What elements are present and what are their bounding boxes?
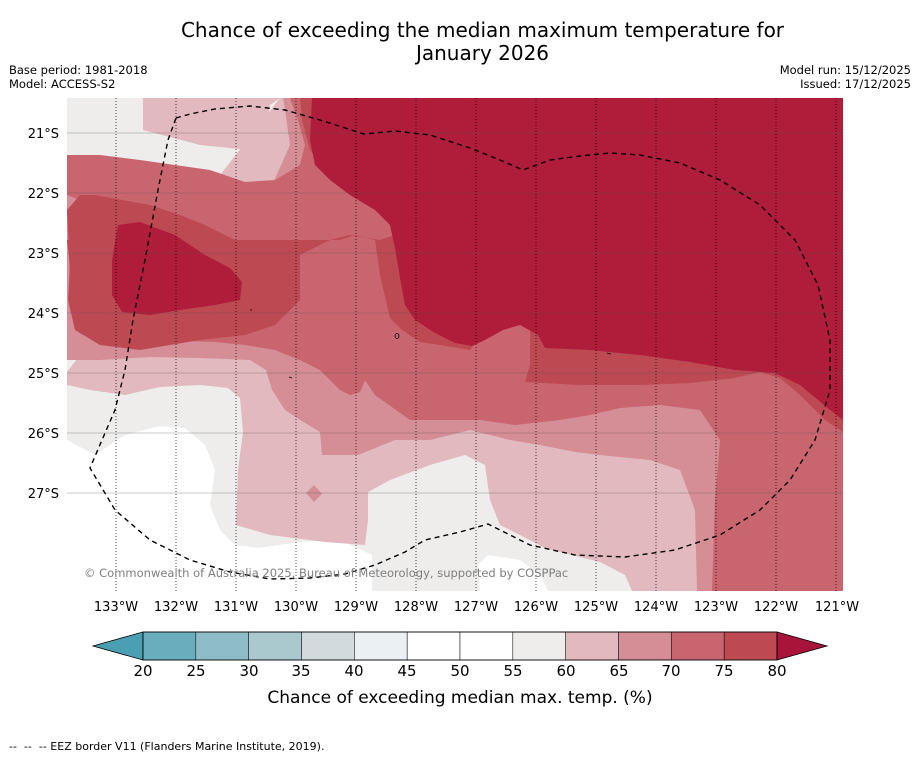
lat-label: 23°S: [28, 247, 59, 262]
colorbar-tick: 55: [503, 662, 522, 680]
islands: [250, 309, 612, 379]
lon-label: 129°W: [334, 600, 378, 615]
eez-border: [89, 105, 831, 580]
model-run: Model run: 15/12/2025: [779, 63, 911, 77]
graticule: [115, 98, 837, 591]
model-name: Model: ACCESS-S2: [9, 77, 116, 91]
colorbar-cell: [301, 631, 355, 661]
colorbar-cell: [406, 631, 461, 661]
colorbar-cell: [195, 631, 249, 661]
colorbar-tick: 70: [661, 662, 680, 680]
metadata-left: Base period: 1981-2018 Model: ACCESS-S2: [9, 63, 148, 91]
colorbar-under-arrow: [91, 631, 144, 661]
colorbar-outline: [142, 631, 778, 661]
lon-label: 128°W: [394, 600, 438, 615]
lon-label: 131°W: [214, 600, 258, 615]
issued-date: Issued: 17/12/2025: [800, 77, 911, 91]
colorbar-cell: [723, 631, 778, 661]
lat-label: 21°S: [28, 127, 59, 142]
probability-contours: [67, 98, 843, 591]
lon-label: 122°W: [754, 600, 798, 615]
lat-label: 26°S: [28, 427, 59, 442]
colorbar-tick: 40: [344, 662, 363, 680]
lat-label: 22°S: [28, 187, 59, 202]
colorbar-tick: 35: [291, 662, 310, 680]
copyright-notice: © Commonwealth of Australia 2025, Bureau…: [84, 566, 568, 580]
colorbar: 20 25 30 35 40 45 50 55 60 65 70 75 80 C…: [91, 631, 829, 708]
colorbar-cell: [618, 631, 672, 661]
lat-label: 27°S: [28, 487, 59, 502]
title-line-1: Chance of exceeding the median maximum t…: [180, 18, 785, 42]
colorbar-cell: [354, 631, 408, 661]
band-45-55-south: [67, 426, 372, 591]
base-period: Base period: 1981-2018: [9, 63, 148, 77]
band-45-55-east: [478, 555, 548, 591]
colorbar-tick: 80: [767, 662, 786, 680]
lon-label: 133°W: [94, 600, 138, 615]
colorbar-tick: 60: [556, 662, 575, 680]
lon-label: 130°W: [274, 600, 318, 615]
band-above-80-west: [112, 222, 242, 315]
lon-label: 123°W: [694, 600, 738, 615]
footer-legend: -- -- -- EEZ border V11 (Flanders Marine…: [9, 740, 325, 753]
latitude-lines: [67, 132, 843, 494]
lon-label: 121°W: [815, 600, 859, 615]
longitude-labels: 133°W 132°W 131°W 130°W 129°W 128°W 127°…: [94, 600, 859, 615]
map-title: Chance of exceeding the median maximum t…: [110, 19, 855, 65]
lat-label: 24°S: [28, 307, 59, 322]
band-65-70-spot: [306, 485, 322, 502]
colorbar-cell: [142, 631, 197, 661]
lat-label: 25°S: [28, 367, 59, 382]
lon-label: 126°W: [514, 600, 558, 615]
lon-label: 124°W: [634, 600, 678, 615]
band-above-80-north: [310, 98, 843, 420]
colorbar-tick: 30: [239, 662, 258, 680]
lon-label: 127°W: [454, 600, 498, 615]
lon-label: 125°W: [574, 600, 618, 615]
colorbar-tick: 65: [609, 662, 628, 680]
colorbar-cell: [565, 631, 619, 661]
colorbar-cell: [512, 631, 566, 661]
colorbar-cell: [248, 631, 302, 661]
title-line-2: January 2026: [415, 41, 550, 65]
band-70-75-tongue: [245, 240, 400, 400]
colorbar-label: Chance of exceeding median max. temp. (%…: [267, 688, 652, 708]
colorbar-over-arrow: [776, 631, 829, 661]
colorbar-tick: 45: [397, 662, 416, 680]
colorbar-cells: [142, 631, 778, 661]
metadata-right: Model run: 15/12/2025 Issued: 17/12/2025: [780, 63, 911, 91]
colorbar-cell: [459, 631, 514, 661]
colorbar-tick: 20: [133, 662, 152, 680]
lon-label: 132°W: [154, 600, 198, 615]
colorbar-tick: 75: [714, 662, 733, 680]
colorbar-tick: 25: [186, 662, 205, 680]
latitude-labels: 21°S 22°S 23°S 24°S 25°S 26°S 27°S: [28, 127, 59, 502]
colorbar-tick: 50: [450, 662, 469, 680]
colorbar-cell: [671, 631, 725, 661]
